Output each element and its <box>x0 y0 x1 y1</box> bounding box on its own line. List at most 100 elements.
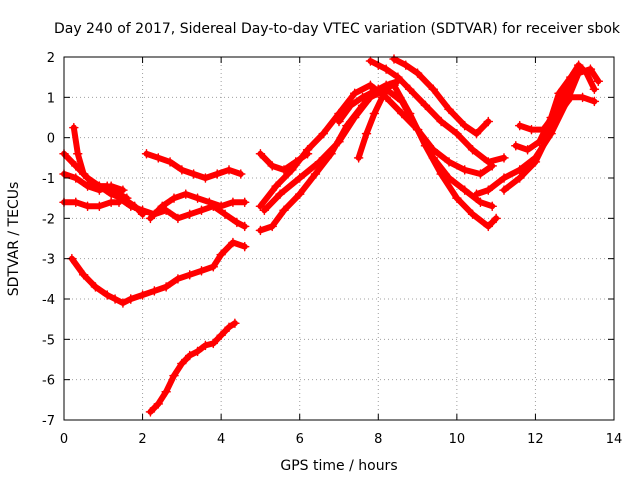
data-point <box>200 340 211 351</box>
x-tick-label: 10 <box>449 432 466 447</box>
data-point <box>236 169 246 179</box>
y-tick-label: 0 <box>47 132 55 147</box>
data-point <box>82 201 93 211</box>
data-point <box>291 157 301 167</box>
data-point <box>459 165 470 175</box>
data-point <box>487 201 497 211</box>
data-point <box>153 153 164 163</box>
data-point <box>208 261 219 272</box>
data-point <box>589 84 600 95</box>
data-point <box>483 157 494 167</box>
data-point <box>255 201 266 211</box>
data-point <box>153 399 164 409</box>
data-point <box>514 120 525 131</box>
data-point <box>114 193 124 203</box>
data-point <box>126 201 136 211</box>
data-point <box>157 201 167 211</box>
data-point <box>230 318 240 328</box>
data-point <box>444 104 454 115</box>
y-tick-label: -5 <box>42 333 55 348</box>
data-point <box>110 294 120 304</box>
data-point <box>200 173 211 183</box>
data-point <box>589 96 600 107</box>
data-point <box>255 149 266 159</box>
series-layer <box>59 54 604 417</box>
x-tick-label: 14 <box>606 432 623 447</box>
data-point <box>569 68 580 78</box>
data-point <box>377 92 387 103</box>
data-point <box>334 116 344 127</box>
data-point <box>169 193 179 203</box>
data-point <box>428 153 439 163</box>
data-point <box>483 116 494 127</box>
plot-frame <box>63 56 615 421</box>
data-point <box>526 124 537 135</box>
series-track-5 <box>68 255 134 306</box>
data-point <box>239 197 250 207</box>
data-point <box>184 270 195 280</box>
series-track-7 <box>147 320 238 415</box>
data-point <box>452 128 462 139</box>
data-point <box>353 153 364 163</box>
data-point <box>184 350 195 361</box>
data-point <box>141 149 152 159</box>
data-point <box>401 60 411 70</box>
data-point <box>381 64 391 74</box>
data-point <box>94 201 105 211</box>
data-point <box>514 173 525 183</box>
data-point <box>271 181 281 191</box>
data-point <box>436 116 446 127</box>
data-point <box>483 221 494 232</box>
series-track-6 <box>127 239 248 302</box>
y-tick-label: -7 <box>42 414 55 429</box>
y-tick-label: -1 <box>42 172 55 187</box>
data-point <box>169 370 179 381</box>
data-point <box>137 290 148 300</box>
data-point <box>102 181 112 191</box>
data-point <box>228 237 238 248</box>
data-point <box>334 136 344 147</box>
y-tick-label: 2 <box>47 51 55 66</box>
data-point <box>357 92 368 103</box>
x-tick-label: 2 <box>138 432 146 447</box>
data-point <box>428 145 439 155</box>
x-tick-label: 0 <box>60 432 68 447</box>
data-point <box>279 205 289 216</box>
data-point <box>444 173 454 183</box>
data-point <box>161 282 171 292</box>
data-point <box>349 88 360 99</box>
data-point <box>126 294 136 304</box>
data-point <box>499 185 509 195</box>
data-point <box>173 213 183 224</box>
data-point <box>420 100 431 111</box>
data-point <box>208 338 219 349</box>
data-point <box>224 165 234 175</box>
x-tick-label: 4 <box>217 432 225 447</box>
data-point <box>71 173 81 183</box>
data-point <box>483 185 494 195</box>
data-point <box>228 197 238 207</box>
data-point <box>294 173 305 183</box>
data-point <box>499 153 509 163</box>
data-point <box>184 209 195 220</box>
data-point <box>232 217 242 228</box>
data-point <box>577 92 588 103</box>
data-point <box>562 84 572 95</box>
data-point <box>491 213 501 224</box>
series-track-17 <box>367 58 507 165</box>
data-point <box>259 205 270 216</box>
data-point <box>471 189 482 199</box>
data-point <box>78 270 89 280</box>
data-point <box>314 157 325 167</box>
data-point <box>161 205 171 216</box>
data-point <box>475 197 486 207</box>
x-tick-label: 6 <box>296 432 304 447</box>
data-point <box>397 108 407 119</box>
data-point <box>216 330 226 341</box>
data-point <box>310 169 321 179</box>
data-point <box>534 136 545 147</box>
data-point <box>94 181 105 191</box>
data-point <box>255 225 266 236</box>
data-point <box>267 161 277 171</box>
